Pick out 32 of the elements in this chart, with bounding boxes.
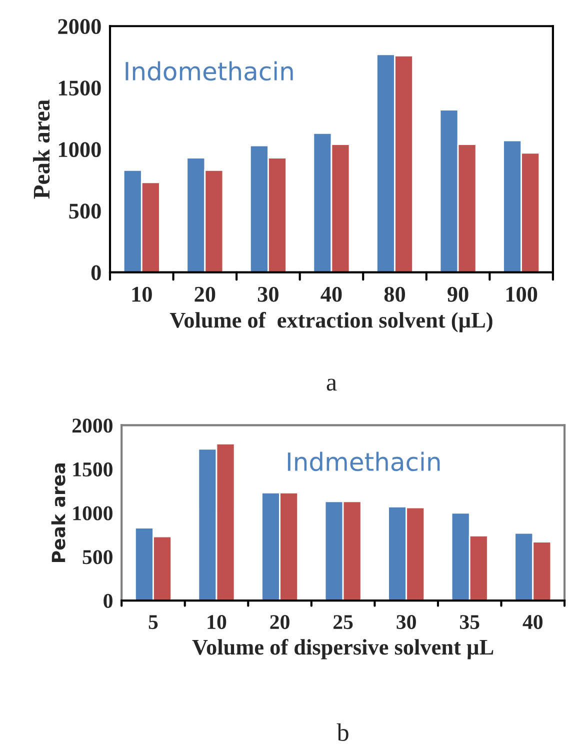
y-tick-label: 0 xyxy=(91,265,101,280)
x-tick-label: 100 xyxy=(506,286,538,302)
y-tick-label: 1500 xyxy=(73,462,112,476)
y-tick-label: 500 xyxy=(82,550,112,564)
x-tick-label: 30 xyxy=(396,615,416,630)
x-tick-label: 40 xyxy=(320,286,342,302)
y-tick-label: 1000 xyxy=(73,506,112,520)
annotation: Indomethacin xyxy=(126,61,293,81)
y-tick-label: 1000 xyxy=(59,142,101,158)
x-tick-label: 80 xyxy=(384,286,406,302)
x-tick-label: 10 xyxy=(132,286,152,302)
y-tick-label: 2000 xyxy=(72,418,112,433)
y-tick-label: 1500 xyxy=(59,80,101,96)
x-tick-label: 90 xyxy=(448,286,468,302)
x-tick-label: 40 xyxy=(522,615,543,630)
x-tick-label: 20 xyxy=(194,286,216,302)
x-axis-title: Volume of extraction solvent (µL) xyxy=(170,312,492,332)
y-tick-label: 0 xyxy=(104,594,112,608)
annotation: Indmethacin xyxy=(288,452,440,472)
x-tick-label: 10 xyxy=(208,615,226,630)
x-tick-label: 20 xyxy=(270,615,290,630)
x-axis-title: Volume of dispersive solvent µL xyxy=(192,638,494,660)
x-tick-label: 5 xyxy=(148,615,158,630)
y-axis-title: Peak area xyxy=(51,464,66,562)
x-tick-label: 35 xyxy=(460,615,480,630)
y-tick-label: 500 xyxy=(69,204,101,219)
text: b xyxy=(336,723,348,742)
y-tick-label: 2000 xyxy=(58,19,101,34)
text: a xyxy=(326,378,337,391)
x-tick-label: 30 xyxy=(258,286,278,302)
y-axis-title: Peak area xyxy=(33,100,50,199)
x-tick-label: 25 xyxy=(334,615,353,630)
